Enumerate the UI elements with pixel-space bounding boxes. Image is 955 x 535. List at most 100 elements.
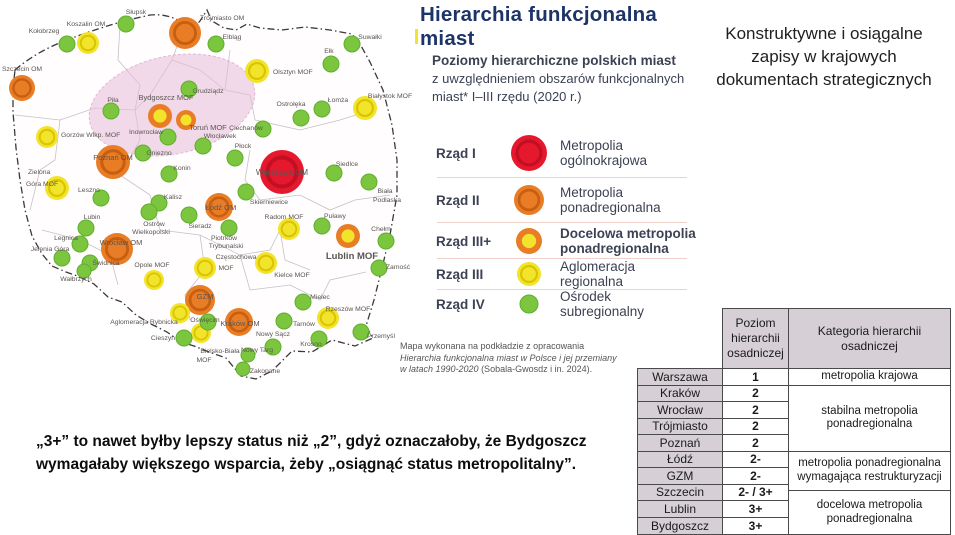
legend-row-label: Metropolia ogólnokrajowa: [560, 138, 648, 168]
table-city-cell: Bydgoszcz: [638, 517, 722, 534]
city-label: Jelenia Góra: [31, 246, 70, 253]
city-label: Trybunalski: [209, 243, 244, 250]
legend-separator: [437, 177, 687, 178]
city-label: Ostrów: [143, 221, 165, 228]
city-marker-krak-w-om: [225, 308, 253, 336]
city-label: Inowrocław: [129, 129, 163, 136]
city-label: Włocławek: [204, 133, 237, 140]
table-header-level: Poziom hierarchii osadniczej: [723, 309, 788, 369]
city-marker-lubin: [77, 219, 95, 237]
city-label: Zakopane: [250, 368, 280, 375]
city-marker-siedlce: [325, 164, 343, 182]
city-marker-przemy-l: [352, 323, 370, 341]
city-marker-tr-jmiasto-om: [169, 17, 201, 49]
city-marker-kielce-mof: [255, 252, 277, 274]
city-label: Toruń MOF: [189, 123, 227, 132]
table-category-cell: metropolia krajowa: [789, 369, 950, 386]
city-label: Wielkopolski: [132, 229, 170, 236]
city-marker-legnica: [71, 235, 89, 253]
city-marker-wa-brzych: [76, 263, 92, 279]
legend-row-i: Rząd I Metropolia ogólnokrajowa: [436, 128, 696, 178]
city-label: Siedlce: [336, 161, 359, 168]
city-marker-radom-mof: [278, 218, 300, 240]
city-marker-zielona-g-ra-mof: [45, 176, 69, 200]
city-marker-lublin-mof: [336, 224, 360, 248]
city-label: Biała: [377, 188, 392, 195]
city-label: Góra MOF: [26, 181, 58, 188]
city-label: Koszalin OM: [67, 21, 106, 28]
city-marker-bydgoszcz-mof: [148, 104, 172, 128]
city-marker-bia-ystok-mof: [353, 96, 377, 120]
city-marker-e-k: [322, 55, 340, 73]
city-label: Puławy: [324, 213, 347, 220]
city-marker-ko-obrzeg: [58, 35, 76, 53]
table-level-column: Poziom hierarchii osadniczej 1 2 2 2 2 2- 2- 2- …: [722, 308, 789, 535]
table-category-cell: stabilna metropolia ponadregionalna: [789, 385, 950, 452]
city-label: Oświęcim: [190, 317, 220, 324]
city-label: Nowy Sącz: [256, 331, 291, 338]
table-level-cell: 2-: [723, 451, 788, 468]
city-marker-opole-mof: [144, 270, 164, 290]
table-city-column: Warszawa Kraków Wrocław Trójmiasto Poznań Łód…: [637, 368, 723, 535]
slide-headline: Konstruktywne i osiągalne zapisy w krajo…: [716, 24, 932, 89]
city-label: Zielona: [28, 169, 51, 176]
city-marker-ostr-w-wielkopolski: [140, 203, 158, 221]
city-label: GZM: [197, 292, 214, 301]
city-label: Skierniewice: [250, 199, 288, 206]
city-marker-warszawa-om: [260, 150, 304, 194]
yellow-accent: [415, 29, 418, 44]
city-label: Kołobrzeg: [29, 28, 60, 35]
legend-subtitle-bold: Poziomy hierarchiczne polskich miast: [432, 53, 676, 68]
table-level-cell: 2-: [723, 468, 788, 485]
city-label: Wrocław OM: [100, 238, 143, 247]
city-label: Leszno: [78, 187, 100, 194]
city-label: Ełk: [324, 48, 334, 55]
city-marker-pozna-om: [96, 145, 130, 179]
city-label: Białystok MOF: [368, 93, 412, 100]
city-label: Aglomeracja Rybnicka: [110, 319, 178, 326]
legend-marker: [517, 262, 541, 286]
table-level-cell: 2: [723, 418, 788, 435]
legend-marker: [511, 135, 547, 171]
table-city-cell: Warszawa: [638, 369, 722, 386]
city-marker-olsztyn-mof: [245, 59, 269, 83]
legend-marker: [514, 185, 544, 215]
city-label: Piotrków: [211, 235, 237, 242]
city-marker-grudzi-dz: [180, 80, 198, 98]
table-level-cell: 3+: [723, 517, 788, 534]
city-label: Słupsk: [126, 9, 147, 16]
city-label: Rzeszów MOF: [326, 306, 371, 313]
city-marker-nowy-targ: [240, 347, 256, 363]
city-label: Elbląg: [223, 34, 242, 41]
city-marker-krosno: [310, 330, 328, 348]
city-label: Trójmiasto OM: [200, 15, 245, 22]
city-label: Lublin MOF: [326, 251, 378, 262]
city-label: Przemyśl: [367, 333, 395, 340]
city-marker-konin: [160, 165, 178, 183]
city-label: Grudziądz: [193, 88, 225, 95]
table-level-cell: 2: [723, 385, 788, 402]
city-label: Nowy Targ: [241, 347, 273, 354]
city-marker-aglomeracja-rybnicka: [170, 303, 190, 323]
city-label: Piła: [107, 97, 119, 104]
city-label: Gorzów Wlkp. MOF: [61, 132, 120, 139]
city-marker-jelenia-g-ra: [53, 249, 71, 267]
city-label: Podlaska: [373, 197, 401, 204]
legend-title: Hierarchia funkcjonalna miast: [420, 3, 658, 50]
hierarchy-circle-icon: [498, 257, 560, 291]
table-city-cell: Trójmiasto: [638, 418, 722, 435]
poland-map-area: Warszawa OM Trójmiasto OM Szczecin OM Pozna…: [0, 0, 420, 400]
city-label: Cieszyn: [151, 335, 175, 342]
city-marker-w-oc-awek: [194, 137, 212, 155]
city-label: Kraków OM: [220, 319, 259, 328]
source-note-line: Hierarchia funkcjonalna miast w Polsce i…: [400, 352, 617, 363]
city-label: Suwałki: [358, 34, 382, 41]
city-marker-leszno: [92, 189, 110, 207]
city-label: Konin: [173, 165, 191, 172]
legend-subtitle-line2: z uwzględnieniem obszarów funkcjonalnych: [432, 71, 685, 86]
city-marker-koszalin-om: [77, 32, 99, 54]
city-marker-toru-mof: [176, 110, 196, 130]
legend-row-label: Ośrodek subregionalny: [560, 289, 645, 319]
city-marker-cieszyn: [175, 329, 193, 347]
source-note-line: w latach 1990-2020 (Sobala-Gwosdz i in. …: [400, 364, 593, 374]
